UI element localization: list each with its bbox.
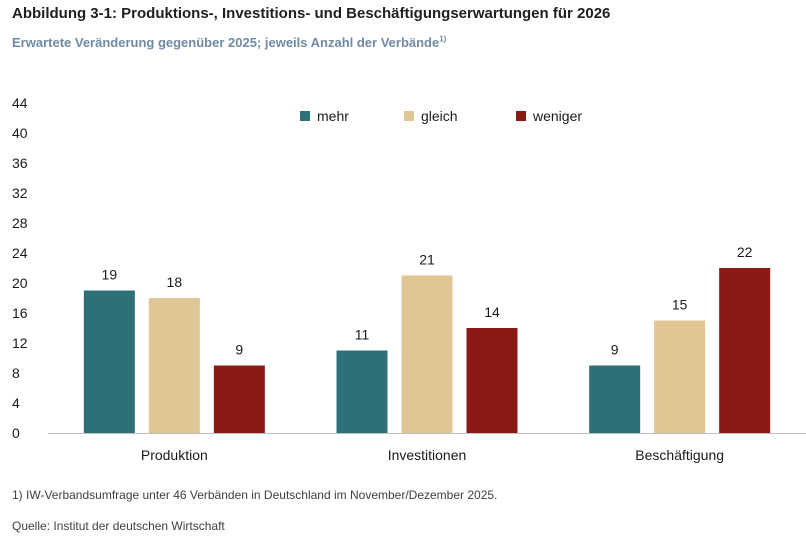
y-tick-label: 44 [12,95,28,111]
y-tick-label: 24 [12,245,28,261]
bar-mehr-investitionen [336,350,388,433]
legend-swatch-gleich [404,111,414,121]
legend: mehr gleich weniger [300,108,582,124]
bar-mehr-produktion [83,290,135,433]
data-label: 21 [419,252,435,268]
x-tick-label: Investitionen [388,447,467,463]
footnote: 1) IW-Verbandsumfrage unter 46 Verbänden… [12,488,498,502]
y-tick-label: 32 [12,185,28,201]
bar-mehr-beschäftigung [589,365,641,433]
y-tick-label: 8 [12,365,20,381]
legend-label-weniger: weniger [532,108,582,124]
y-tick-label: 28 [12,215,28,231]
x-axis: Produktion Investitionen Beschäftigung [48,433,806,463]
bar-weniger-produktion [213,365,265,433]
data-label: 9 [235,342,243,358]
bars: 19 18 9 11 21 14 9 15 22 [83,244,771,433]
y-tick-label: 4 [12,395,20,411]
y-tick-label: 12 [12,335,28,351]
data-label: 19 [102,267,118,283]
bar-chart: 0 4 8 12 16 20 24 28 32 36 40 44 19 18 9 11 21 14 9 15 22 P… [12,95,806,463]
bar-weniger-beschäftigung [719,268,771,433]
data-label: 9 [611,342,619,358]
bar-weniger-investitionen [466,328,518,433]
subtitle-footnote-marker: 1) [439,34,447,44]
data-label: 15 [672,297,688,313]
x-tick-label: Beschäftigung [635,447,724,463]
data-label: 11 [355,327,370,343]
bar-gleich-produktion [148,298,200,433]
chart-title: Abbildung 3-1: Produktions-, Investition… [12,5,611,22]
bar-gleich-investitionen [401,275,453,433]
legend-label-gleich: gleich [421,108,458,124]
y-tick-label: 40 [12,125,28,141]
legend-swatch-mehr [300,111,310,121]
y-tick-label: 16 [12,305,28,321]
chart-subtitle: Erwartete Veränderung gegenüber 2025; je… [12,35,446,50]
legend-swatch-weniger [516,111,526,121]
subtitle-text: Erwartete Veränderung gegenüber 2025; je… [12,35,440,50]
data-label: 22 [737,244,753,260]
y-tick-label: 20 [12,275,28,291]
y-tick-label: 0 [12,425,20,441]
y-tick-label: 36 [12,155,28,171]
data-label: 18 [167,274,183,290]
legend-label-mehr: mehr [317,108,349,124]
x-tick-label: Produktion [141,447,208,463]
data-label: 14 [484,304,500,320]
source-note: Quelle: Institut der deutschen Wirtschaf… [12,519,225,533]
y-axis: 0 4 8 12 16 20 24 28 32 36 40 44 [12,95,28,441]
bar-gleich-beschäftigung [654,320,706,433]
